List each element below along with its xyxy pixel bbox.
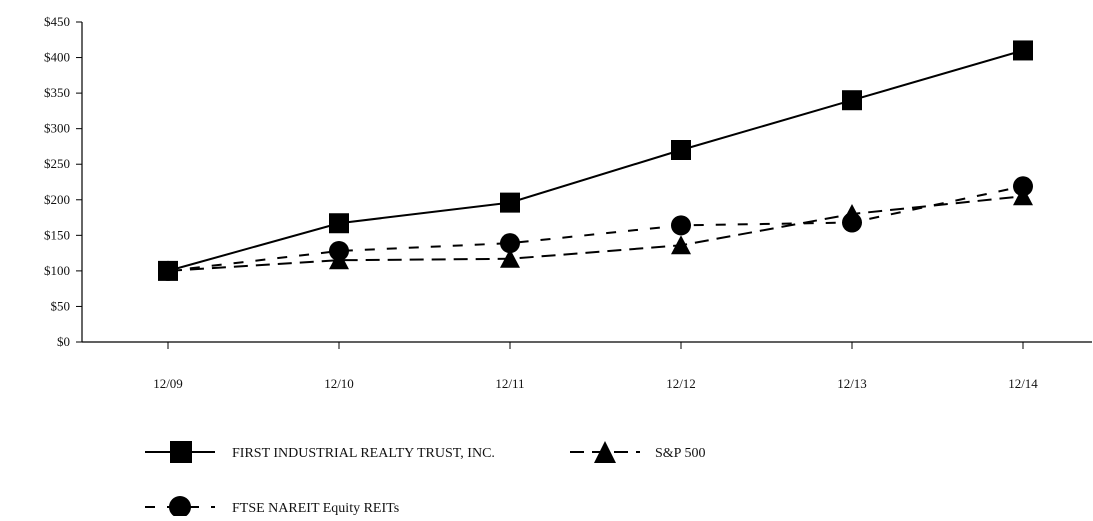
y-tick-label: $250 — [44, 156, 70, 171]
y-tick-label: $200 — [44, 192, 70, 207]
x-tick-label: 12/11 — [495, 376, 524, 391]
x-tick-label: 12/13 — [837, 376, 867, 391]
square-marker — [671, 140, 691, 160]
series-line-2 — [167, 185, 1024, 272]
triangle-marker — [671, 235, 691, 255]
legend-item-first-industrial: FIRST INDUSTRIAL REALTY TRUST, INC. — [145, 441, 495, 463]
square-marker — [500, 192, 520, 213]
circle-marker — [1013, 176, 1033, 197]
legend-label-sp500: S&P 500 — [655, 446, 705, 461]
circle-marker — [329, 240, 349, 261]
series-lines — [167, 49, 1024, 272]
y-tick-label: $350 — [44, 85, 70, 100]
legend-item-ftse-nareit: FTSE NAREIT Equity REITs — [145, 496, 399, 518]
data-markers — [158, 40, 1033, 281]
x-tick-label: 12/10 — [324, 376, 354, 391]
series-line-1 — [167, 195, 1024, 272]
square-marker — [1013, 40, 1033, 61]
circle-marker — [158, 260, 178, 281]
y-tick-label: $50 — [51, 298, 71, 313]
square-marker-icon — [170, 441, 192, 463]
circle-marker — [671, 215, 691, 236]
circle-marker — [500, 233, 520, 254]
legend-label-ftse-nareit: FTSE NAREIT Equity REITs — [232, 501, 399, 516]
legend-item-sp500: S&P 500 — [570, 441, 705, 463]
x-tick-label: 12/14 — [1008, 376, 1038, 391]
circle-marker-icon — [169, 496, 191, 518]
y-tick-label: $450 — [44, 14, 70, 29]
legend: FIRST INDUSTRIAL REALTY TRUST, INC. S&P … — [145, 441, 705, 518]
y-tick-label: $150 — [44, 227, 70, 242]
series-line-0 — [167, 49, 1024, 272]
x-tick-label: 12/09 — [153, 376, 183, 391]
axes — [81, 22, 1092, 343]
circle-marker — [842, 212, 862, 233]
y-tick-label: $0 — [57, 334, 70, 349]
square-marker — [842, 90, 862, 111]
legend-label-first-industrial: FIRST INDUSTRIAL REALTY TRUST, INC. — [232, 446, 495, 461]
y-tick-label: $400 — [44, 50, 70, 65]
square-marker — [329, 213, 349, 234]
y-tick-label: $100 — [44, 263, 70, 278]
y-tick-label: $300 — [44, 121, 70, 136]
triangle-marker — [500, 248, 520, 268]
x-tick-label: 12/12 — [666, 376, 696, 391]
triangle-marker-icon — [594, 441, 616, 463]
y-tick-labels: $0 $50 $100 $150 $200 $250 $300 $350 $400 $450 — [44, 14, 82, 349]
x-tick-labels: 12/09 12/10 12/11 12/12 12/13 12/14 — [153, 342, 1038, 391]
